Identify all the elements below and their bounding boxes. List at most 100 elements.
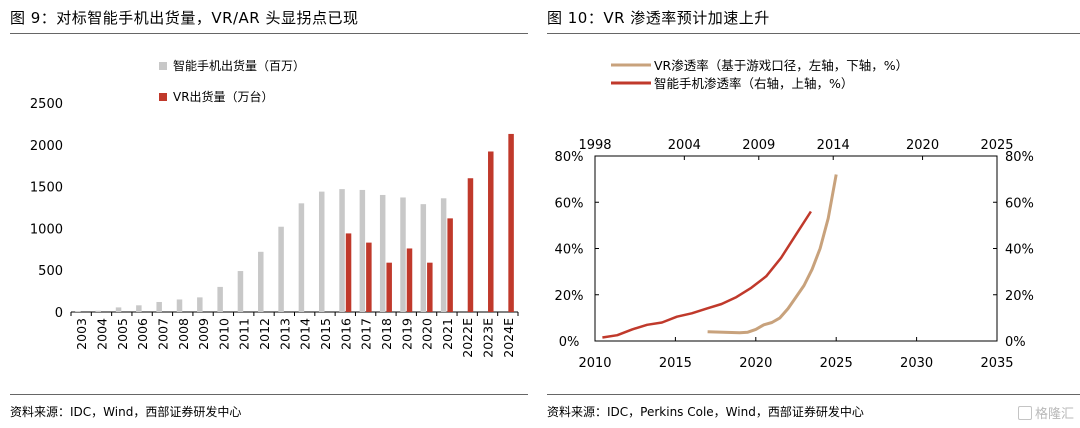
shipments-bar-chart: 智能手机出货量（百万） VR出货量（万台） 0 500 1000 1500 2000 25… (30, 58, 519, 358)
vr-bar (488, 151, 494, 312)
bottom-tick-label: 2025 (820, 356, 853, 371)
smartphone-bar (318, 191, 325, 312)
left-tick-label: 0% (559, 335, 580, 350)
smartphone-bar (176, 299, 183, 312)
vr-bar (447, 218, 453, 312)
source-divider (547, 394, 1080, 395)
vr-bar (508, 133, 514, 312)
top-tick-label: 2020 (906, 138, 939, 153)
figure-10-source: 资料来源：IDC，Perkins Cole，Wind，西部证券研发中心 (547, 405, 864, 419)
x-tick-label: 2014 (298, 318, 313, 350)
x-tick-label: 2024E (501, 318, 516, 358)
figure-9-source: 资料来源：IDC，Wind，西部证券研发中心 (10, 405, 242, 419)
figure-10-panel: 图 10：VR 渗透率预计加速上升 VR渗透率（基于游戏口径，左轴，下轴，%） … (547, 0, 1080, 428)
smartphone-bar (197, 297, 203, 312)
smartphone-bar (75, 311, 81, 312)
x-tick-label: 2011 (237, 318, 252, 350)
y-tick-label: 1500 (30, 181, 63, 196)
legend-label-smartphone: 智能手机出货量（百万） (173, 58, 305, 73)
legend-label-vr: VR渗透率（基于游戏口径，左轴，下轴，%） (654, 58, 908, 73)
x-tick-label: 2004 (94, 318, 109, 350)
smartphone-bar (136, 305, 142, 312)
bottom-tick-label: 2015 (659, 356, 692, 371)
figure-9-title: 图 9：对标智能手机出货量，VR/AR 头显拐点已现 (10, 9, 359, 27)
x-tick-label: 2020 (420, 318, 435, 350)
top-tick-label: 2014 (817, 138, 850, 153)
title-divider (547, 33, 1080, 34)
smartphone-bar (258, 251, 264, 312)
watermark-logo: 格隆汇 (1017, 403, 1074, 422)
x-tick-label: 2023E (481, 318, 496, 358)
smartphone-bar (95, 310, 101, 312)
x-tick-label: 2017 (359, 318, 374, 350)
y-tick-label: 2500 (30, 97, 63, 112)
smartphone-bar (298, 203, 305, 312)
figure-10-title: 图 10：VR 渗透率预计加速上升 (547, 9, 770, 27)
legend-label-vr: VR出货量（万台） (173, 89, 274, 104)
chart-legend: 智能手机出货量（百万） VR出货量（万台） (159, 58, 305, 104)
top-tick-label: 1998 (578, 138, 611, 153)
x-tick-label: 2012 (257, 318, 272, 350)
x-tick-label: 2006 (135, 318, 150, 350)
smartphone-bar (440, 198, 447, 312)
watermark-text: 格隆汇 (1034, 407, 1074, 422)
smartphone-bar (237, 271, 244, 312)
y-tick-label: 0 (55, 306, 63, 321)
x-tick-label: 2010 (216, 318, 231, 350)
x-tick-label: 2018 (379, 318, 394, 350)
chart-legend: VR渗透率（基于游戏口径，左轴，下轴，%） 智能手机渗透率（右轴，上轴，%） (611, 58, 908, 91)
bottom-tick-label: 2020 (739, 356, 772, 371)
vr-bar (345, 233, 352, 312)
bottom-tick-label: 2030 (900, 356, 933, 371)
x-tick-label: 2008 (176, 318, 191, 350)
watermark-icon (1017, 406, 1032, 420)
left-tick-label: 20% (555, 289, 584, 304)
x-tick-label: 2013 (277, 318, 292, 350)
x-tick-label: 2015 (318, 318, 333, 350)
smartphone-bar (156, 301, 162, 312)
legend-label-smartphone: 智能手机渗透率（右轴，上轴，%） (654, 76, 853, 91)
x-tick-label: 2022E (460, 318, 475, 358)
title-divider (10, 33, 528, 34)
vr-bar (427, 262, 433, 312)
top-tick-label: 2004 (668, 138, 701, 153)
right-tick-label: 80% (1005, 150, 1034, 165)
x-tick-label: 2019 (399, 318, 414, 350)
smartphone-bar (217, 286, 223, 312)
smartphone-bar (278, 226, 284, 312)
left-tick-label: 80% (555, 150, 584, 165)
smartphone-penetration-line (602, 210, 812, 339)
legend-swatch-vr (159, 93, 167, 101)
smartphone-bar (359, 189, 366, 312)
x-tick-label: 2005 (115, 318, 130, 350)
x-tick-label: 2003 (74, 318, 89, 350)
x-tick-label: 2016 (338, 318, 353, 350)
smartphone-bar (115, 307, 122, 312)
vr-bar (386, 262, 392, 312)
figure-9-panel: 图 9：对标智能手机出货量，VR/AR 头显拐点已现 智能手机出货量（百万） V… (0, 0, 530, 428)
smartphone-bar (339, 189, 345, 312)
x-tick-label: 2009 (196, 318, 211, 350)
top-tick-label: 2025 (980, 138, 1013, 153)
bottom-tick-label: 2035 (980, 356, 1013, 371)
x-tick-label: 2007 (155, 318, 170, 350)
right-tick-label: 60% (1005, 196, 1034, 211)
smartphone-bar (420, 204, 427, 312)
y-tick-label: 500 (38, 264, 63, 279)
legend-swatch-smartphone (159, 62, 167, 70)
y-tick-label: 2000 (30, 139, 63, 154)
top-tick-label: 2009 (742, 138, 775, 153)
penetration-line-chart: VR渗透率（基于游戏口径，左轴，下轴，%） 智能手机渗透率（右轴，上轴，%） 2… (555, 58, 1034, 371)
right-tick-label: 0% (1005, 335, 1026, 350)
left-tick-label: 60% (555, 196, 584, 211)
y-tick-label: 1000 (30, 222, 63, 237)
right-tick-label: 40% (1005, 243, 1034, 258)
plot-frame (594, 155, 998, 342)
smartphone-bar (400, 197, 406, 312)
source-divider (10, 394, 528, 395)
bottom-tick-label: 2010 (578, 356, 611, 371)
left-tick-label: 40% (555, 243, 584, 258)
right-tick-label: 20% (1005, 289, 1034, 304)
vr-bar (467, 178, 474, 312)
vr-bar (366, 242, 372, 312)
